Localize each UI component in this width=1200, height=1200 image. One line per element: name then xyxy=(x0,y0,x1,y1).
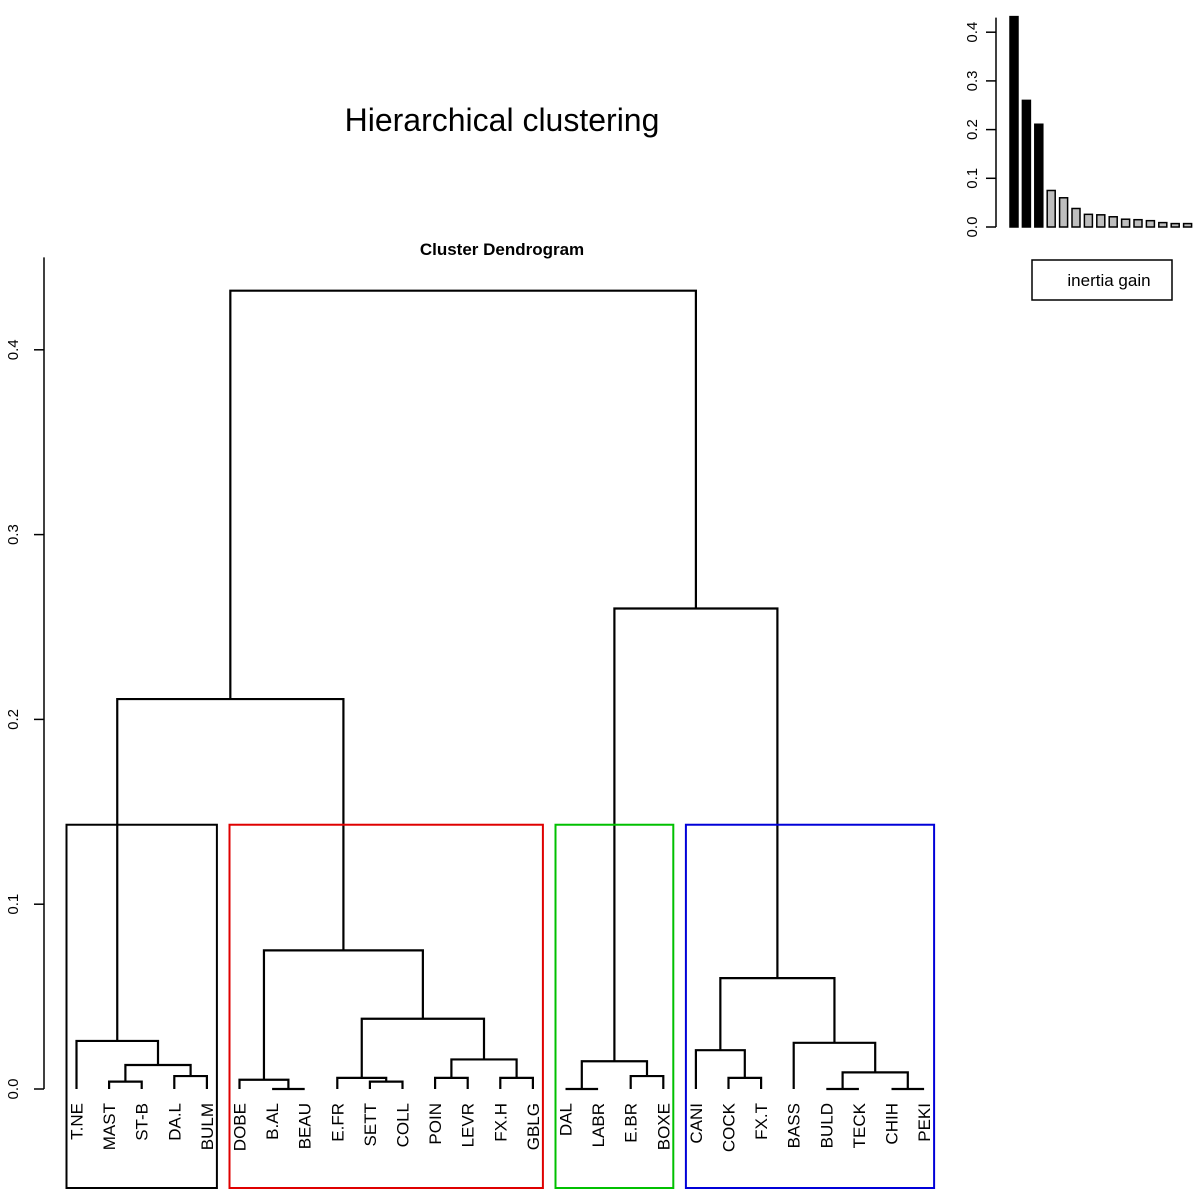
leaf-label: BASS xyxy=(785,1103,804,1148)
dendrogram-y-axis: 0.0 0.1 0.2 0.3 0.4 xyxy=(5,257,45,1100)
dendrogram-link xyxy=(173,1074,208,1089)
dendrogram-link xyxy=(719,977,836,1051)
dendrogram-link xyxy=(629,1074,665,1089)
leaf-label: ST-B xyxy=(133,1103,152,1141)
inertia-bar xyxy=(1133,218,1143,228)
inertia-bar xyxy=(1158,221,1168,228)
inertia-bar xyxy=(1096,214,1106,228)
leaf-label: TECK xyxy=(850,1102,869,1148)
leaf-label: DA.L xyxy=(165,1103,184,1141)
cluster-rect xyxy=(554,823,675,1190)
legend-entry: inertia gain xyxy=(1067,271,1150,290)
dendrogram-link xyxy=(434,1076,469,1089)
dendrogram-link xyxy=(124,1063,192,1082)
dendrogram-link xyxy=(360,1017,486,1078)
dendrogram-link xyxy=(238,1078,290,1089)
cluster-rect xyxy=(228,823,544,1190)
dendrogram-link xyxy=(792,1041,877,1089)
leaf-label: FX.H xyxy=(491,1103,510,1142)
dendrogram-link xyxy=(694,1049,746,1089)
inertia-y-tick-label: 0.4 xyxy=(964,22,981,43)
leaf-label: LABR xyxy=(589,1103,608,1147)
inertia-y-tick-label: 0.3 xyxy=(964,70,981,91)
dendrogram-leaf-labels: T.NE MAST ST-B DA.L BULM DOBE B.AL BEAU E.FR SETT… xyxy=(68,1102,935,1152)
inertia-bar xyxy=(1145,219,1156,228)
dendrogram-link xyxy=(727,1076,763,1089)
leaf-label: MAST xyxy=(100,1103,119,1150)
leaf-label: COLL xyxy=(394,1103,413,1147)
dendrogram-link xyxy=(613,607,779,1062)
legend-box xyxy=(1031,259,1173,301)
cluster-rectangles xyxy=(65,823,936,1190)
inertia-bar xyxy=(1034,123,1044,228)
inertia-bar xyxy=(1170,222,1180,228)
cluster-rect xyxy=(65,823,218,1190)
dendrogram-link xyxy=(229,289,697,700)
leaf-label: BEAU xyxy=(296,1103,315,1149)
leaf-label: CANI xyxy=(687,1103,706,1144)
inertia-bar xyxy=(1083,213,1094,228)
dendrogram-link xyxy=(108,1080,143,1089)
y-tick-label: 0.0 xyxy=(5,1079,22,1100)
dendrogram-link xyxy=(841,1071,909,1089)
figure-title: Hierarchical clustering xyxy=(345,102,660,138)
leaf-label: COCK xyxy=(720,1102,739,1152)
inertia-bar xyxy=(1009,15,1019,228)
leaf-label: SETT xyxy=(361,1103,380,1146)
inertia-y-tick-label: 0.1 xyxy=(964,168,981,189)
inertia-y-tick-label: 0.2 xyxy=(964,119,981,140)
leaf-label: DOBE xyxy=(231,1103,250,1151)
leaf-label: E.BR xyxy=(622,1103,641,1143)
inertia-bars xyxy=(1009,15,1193,228)
inertia-bar xyxy=(1058,197,1069,228)
dendrogram-title: Cluster Dendrogram xyxy=(420,240,584,259)
leaf-label: PEKI xyxy=(915,1103,934,1142)
leaf-label: GBLG xyxy=(524,1103,543,1150)
dendrogram-link xyxy=(336,1076,388,1089)
y-tick-label: 0.2 xyxy=(5,709,22,730)
dendrogram-link xyxy=(262,949,424,1080)
inertia-legend: inertia gain xyxy=(1031,259,1173,301)
dendrogram-link xyxy=(368,1080,404,1089)
leaf-label: FX.T xyxy=(752,1103,771,1140)
inertia-bar xyxy=(1120,218,1131,228)
inertia-y-axis: 0.0 0.1 0.2 0.3 0.4 xyxy=(964,17,997,238)
leaf-label: CHIH xyxy=(883,1103,902,1145)
y-tick-label: 0.3 xyxy=(5,524,22,545)
leaf-label: BULM xyxy=(198,1103,217,1150)
y-tick-label: 0.1 xyxy=(5,894,22,915)
inertia-bar xyxy=(1182,222,1193,228)
leaf-label: LEVR xyxy=(459,1103,478,1147)
cluster-rect xyxy=(684,823,936,1190)
inertia-y-tick-label: 0.0 xyxy=(964,217,981,238)
leaf-label: DAL xyxy=(557,1103,576,1136)
y-tick-label: 0.4 xyxy=(5,339,22,360)
leaf-label: POIN xyxy=(426,1103,445,1145)
inertia-bar xyxy=(1046,189,1056,228)
inertia-bar xyxy=(1021,99,1032,228)
inertia-bar xyxy=(1071,207,1081,228)
leaf-label: B.AL xyxy=(263,1103,282,1140)
leaf-label: BULD xyxy=(817,1103,836,1148)
inertia-bar xyxy=(1108,216,1118,228)
dendrogram-link xyxy=(499,1076,534,1089)
leaf-label: E.FR xyxy=(328,1103,347,1142)
dendrogram-links xyxy=(75,289,925,1091)
leaf-label: T.NE xyxy=(68,1103,87,1140)
leaf-label: BOXE xyxy=(654,1103,673,1150)
dendrogram-link xyxy=(450,1058,518,1078)
